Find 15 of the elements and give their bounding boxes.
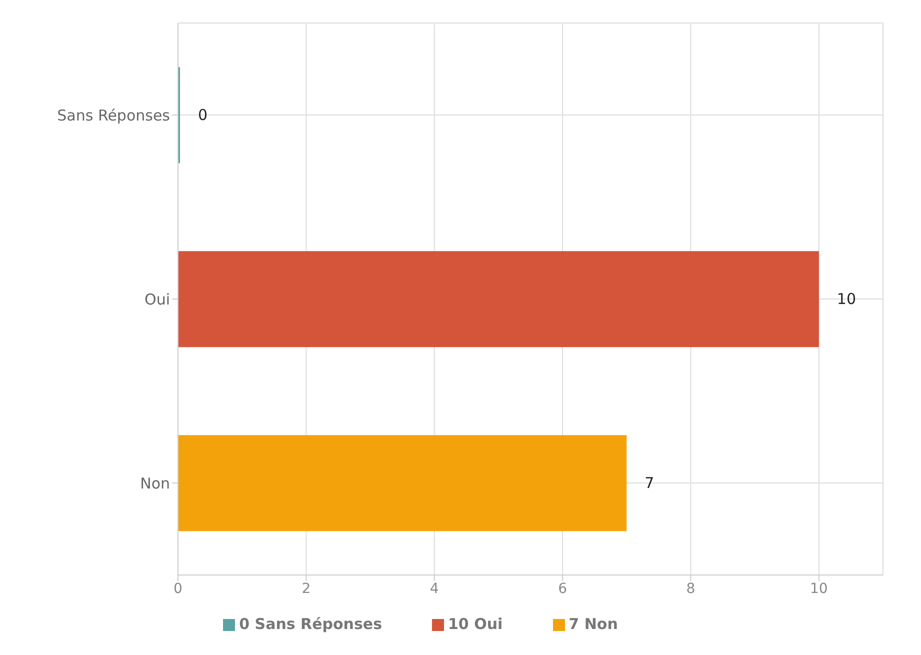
legend-label: 0 Sans Réponses	[239, 615, 382, 633]
x-tick-label: 6	[558, 580, 568, 597]
data-label: 10	[836, 290, 856, 308]
x-tick-label: 0	[174, 580, 182, 597]
x-tick-label: 8	[686, 580, 696, 597]
y-tick-label: Sans Réponses	[57, 106, 170, 124]
y-tick-label: Non	[140, 474, 170, 492]
x-tick-label: 10	[810, 580, 828, 597]
legend-label: 7 Non	[568, 615, 618, 633]
data-label: 0	[198, 106, 208, 124]
legend-label: 10 Oui	[448, 615, 503, 633]
x-tick-label: 2	[302, 580, 311, 597]
data-label: 7	[644, 474, 654, 492]
y-tick-label: Oui	[144, 290, 170, 308]
x-tick-label: 4	[430, 580, 439, 597]
